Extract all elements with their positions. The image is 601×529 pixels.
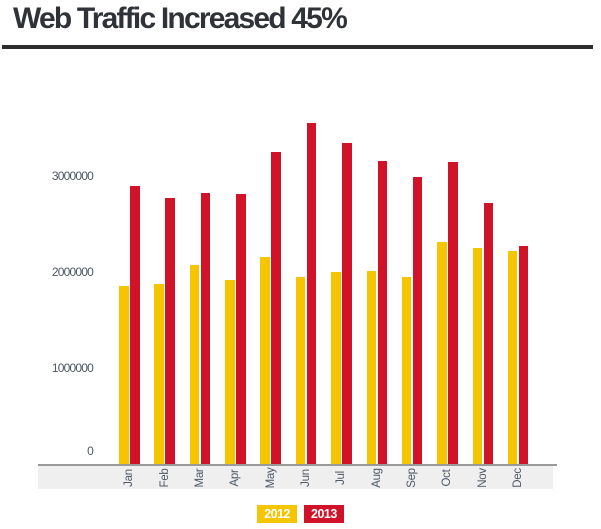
x-tick-label: Oct — [441, 469, 454, 487]
x-tick-label: Jul — [335, 471, 348, 485]
bar-2012-may — [260, 256, 270, 464]
x-tick-label: Sep — [406, 468, 419, 488]
bar-2012-nov — [472, 248, 483, 464]
bar-2013-feb — [165, 198, 175, 464]
legend-2012-badge: 2012 — [257, 505, 297, 523]
title-underline — [2, 45, 593, 49]
x-axis-line — [38, 463, 557, 466]
bar-2013-apr — [236, 194, 246, 464]
bar-2013-mar — [200, 193, 211, 464]
x-tick-label: Nov — [476, 468, 489, 488]
bar-2013-nov — [483, 202, 494, 464]
bar-2012-jun — [295, 276, 306, 464]
bar-2012-apr — [225, 279, 235, 464]
bar-2013-dec — [518, 246, 529, 464]
y-tick-label: 2000000 — [51, 265, 94, 279]
bar-2012-mar — [189, 265, 200, 464]
x-tick-label: Dec — [512, 468, 525, 488]
bar-2013-jan — [130, 185, 140, 464]
bar-2012-jan — [119, 286, 129, 464]
page-title: Web Traffic Increased 45% — [13, 2, 348, 35]
y-tick-label: 3000000 — [51, 169, 94, 183]
bar-2012-aug — [366, 271, 377, 464]
bar-2013-sep — [412, 176, 423, 464]
y-tick-label: 0 — [87, 444, 94, 458]
bar-2012-dec — [507, 250, 518, 464]
y-tick-label: 1000000 — [51, 361, 94, 375]
bar-2012-sep — [401, 276, 412, 464]
legend: 2012 2013 — [0, 505, 601, 523]
x-tick-label: Aug — [370, 468, 383, 488]
bar-2012-feb — [154, 283, 164, 464]
bar-2013-aug — [377, 160, 388, 464]
legend-2013-badge: 2013 — [304, 505, 344, 523]
bar-2013-jul — [342, 143, 352, 464]
bar-2013-oct — [448, 161, 458, 464]
x-tick-label: Mar — [193, 468, 206, 488]
x-tick-label: Jun — [300, 469, 313, 487]
bar-2012-jul — [331, 272, 341, 464]
bar-2012-oct — [437, 242, 447, 464]
bar-2013-jun — [306, 123, 317, 464]
x-tick-label: Apr — [229, 469, 242, 487]
x-tick-label: Jan — [123, 469, 136, 487]
bar-2013-may — [271, 152, 281, 464]
x-tick-label: Feb — [158, 468, 171, 488]
x-tick-label: May — [264, 467, 277, 489]
x-axis-band — [38, 466, 553, 489]
